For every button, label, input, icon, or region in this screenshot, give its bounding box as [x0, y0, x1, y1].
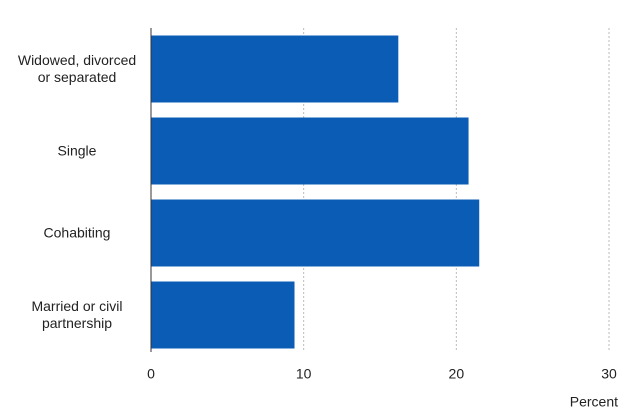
y-tick-label: Single: [57, 142, 97, 159]
bar: [151, 281, 295, 349]
x-tick-label: 10: [296, 366, 312, 382]
y-tick-label: Widowed, divorced or separated: [17, 52, 137, 85]
bar: [151, 35, 399, 103]
x-tick-label: 0: [147, 366, 155, 382]
x-axis-label: Percent: [570, 394, 618, 410]
x-tick-label: 20: [449, 366, 465, 382]
y-tick-label: Married or civil partnership: [31, 298, 123, 331]
y-tick-label: Cohabiting: [43, 224, 111, 241]
x-tick-label: 30: [601, 366, 617, 382]
bar: [151, 199, 480, 267]
bar: [151, 117, 469, 185]
